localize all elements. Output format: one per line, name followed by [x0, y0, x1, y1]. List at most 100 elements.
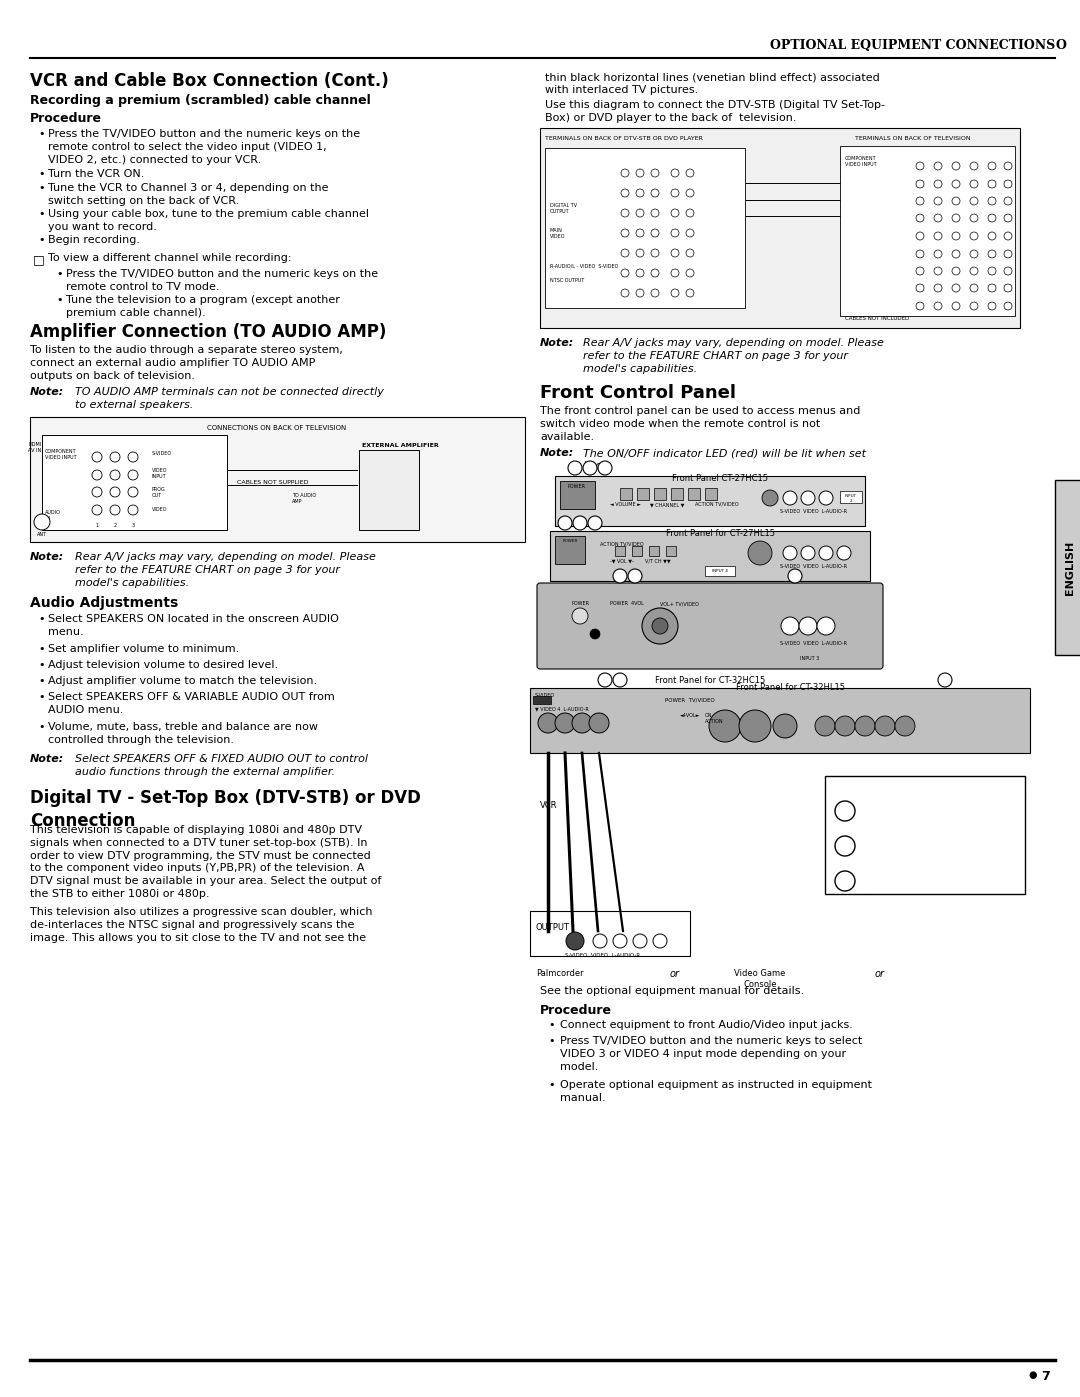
Circle shape [934, 162, 942, 170]
Text: Front Panel for CT-32HC15: Front Panel for CT-32HC15 [654, 676, 765, 685]
Text: Turn the VCR ON.: Turn the VCR ON. [48, 169, 145, 179]
Text: Connect equipment to front Audio/Video input jacks.: Connect equipment to front Audio/Video i… [561, 1020, 853, 1030]
Circle shape [835, 870, 855, 891]
Circle shape [951, 302, 960, 310]
Text: Select SPEAKERS OFF & FIXED AUDIO OUT to control
audio functions through the ext: Select SPEAKERS OFF & FIXED AUDIO OUT to… [75, 754, 368, 777]
Bar [637, 488, 649, 500]
Text: Palmcorder: Palmcorder [536, 970, 584, 978]
Circle shape [748, 541, 772, 564]
Text: 3: 3 [132, 522, 135, 528]
Circle shape [636, 229, 644, 237]
Text: INPUT 3: INPUT 3 [800, 657, 820, 661]
Text: Front Panel CT-27HC15: Front Panel CT-27HC15 [672, 474, 768, 483]
Text: 1: 1 [618, 673, 622, 683]
Text: MAIN
VIDEO: MAIN VIDEO [550, 228, 566, 239]
Circle shape [558, 515, 572, 529]
Circle shape [855, 717, 875, 736]
Circle shape [1004, 197, 1012, 205]
Text: Front Control Panel: Front Control Panel [540, 384, 735, 402]
Circle shape [671, 229, 679, 237]
Circle shape [92, 469, 102, 481]
Text: 1: 1 [633, 570, 637, 578]
Circle shape [988, 180, 996, 189]
Text: Operate optional equipment as instructed in equipment
manual.: Operate optional equipment as instructed… [561, 1080, 872, 1102]
Circle shape [671, 169, 679, 177]
Circle shape [621, 229, 629, 237]
Circle shape [916, 232, 924, 240]
Circle shape [686, 289, 694, 298]
Circle shape [568, 461, 582, 475]
Text: 2: 2 [113, 522, 117, 528]
Circle shape [110, 453, 120, 462]
Circle shape [636, 289, 644, 298]
Text: O: O [1055, 39, 1066, 52]
Bar [359, 450, 419, 529]
Text: or: or [875, 970, 885, 979]
Text: or: or [670, 970, 680, 979]
Circle shape [916, 250, 924, 258]
Circle shape [816, 617, 835, 636]
Text: Use this diagram to connect the DTV-STB (Digital TV Set-Top-
Box) or DVD player : Use this diagram to connect the DTV-STB … [545, 101, 885, 123]
Text: This television also utilizes a progressive scan doubler, which
de-interlaces th: This television also utilizes a progress… [30, 907, 373, 943]
Text: •: • [38, 644, 44, 654]
Text: HDMI
AV IN: HDMI AV IN [28, 441, 42, 454]
Text: Front Panel for CT-27HL15: Front Panel for CT-27HL15 [665, 529, 774, 538]
Circle shape [671, 249, 679, 257]
Circle shape [686, 210, 694, 217]
Circle shape [988, 162, 996, 170]
Text: •: • [38, 722, 44, 732]
Text: POWER: POWER [568, 483, 586, 489]
Circle shape [934, 250, 942, 258]
Text: EXTERNAL AMPLIFIER: EXTERNAL AMPLIFIER [362, 443, 438, 448]
Circle shape [92, 453, 102, 462]
Text: 1: 1 [572, 462, 578, 471]
Bar [632, 546, 642, 556]
Circle shape [686, 270, 694, 277]
Circle shape [1004, 267, 1012, 275]
Text: Press TV/VIDEO button and the numeric keys to select
VIDEO 3 or VIDEO 4 input mo: Press TV/VIDEO button and the numeric ke… [561, 1037, 862, 1071]
Text: Adjust amplifier volume to match the television.: Adjust amplifier volume to match the tel… [48, 676, 318, 686]
Circle shape [110, 469, 120, 481]
Text: TERMINALS ON BACK OF TELEVISION: TERMINALS ON BACK OF TELEVISION [855, 136, 971, 141]
Circle shape [651, 189, 659, 197]
Text: ON
ACTION: ON ACTION [705, 712, 724, 725]
Bar [545, 148, 745, 307]
Circle shape [1004, 232, 1012, 240]
Text: S-VIDEO  VIDEO  L-AUDIO-R: S-VIDEO VIDEO L-AUDIO-R [780, 564, 847, 569]
Circle shape [988, 284, 996, 292]
Bar [840, 147, 1015, 316]
Circle shape [970, 214, 978, 222]
FancyBboxPatch shape [537, 583, 883, 669]
Circle shape [613, 673, 627, 687]
Text: Recording a premium (scrambled) cable channel: Recording a premium (scrambled) cable ch… [30, 94, 370, 108]
Bar [550, 531, 870, 581]
Text: CABLES NOT INCLUDED: CABLES NOT INCLUDED [845, 316, 909, 321]
Circle shape [583, 461, 597, 475]
Circle shape [708, 710, 741, 742]
Bar [555, 476, 865, 527]
Text: 3: 3 [943, 673, 947, 683]
Circle shape [819, 546, 833, 560]
Bar [840, 490, 862, 503]
Text: S-VIDEO  VIDEO  L-AUDIO-R: S-VIDEO VIDEO L-AUDIO-R [780, 641, 847, 645]
Circle shape [916, 267, 924, 275]
Circle shape [651, 210, 659, 217]
Circle shape [572, 712, 592, 733]
Circle shape [686, 189, 694, 197]
Text: S-VIDEO: S-VIDEO [535, 693, 555, 698]
Circle shape [988, 214, 996, 222]
Text: TO AUDIO
AMP: TO AUDIO AMP [292, 493, 316, 504]
Text: POWER: POWER [563, 539, 578, 543]
Text: Begin recording.: Begin recording. [48, 235, 140, 244]
Text: 3: 3 [603, 462, 607, 471]
Circle shape [916, 302, 924, 310]
Circle shape [970, 302, 978, 310]
Circle shape [636, 169, 644, 177]
Text: PROG
OUT: PROG OUT [152, 488, 165, 499]
Bar [555, 536, 585, 564]
Circle shape [621, 210, 629, 217]
Text: Audio Adjustments: Audio Adjustments [30, 597, 178, 610]
Circle shape [538, 712, 558, 733]
Bar [534, 696, 551, 704]
Circle shape [788, 569, 802, 583]
